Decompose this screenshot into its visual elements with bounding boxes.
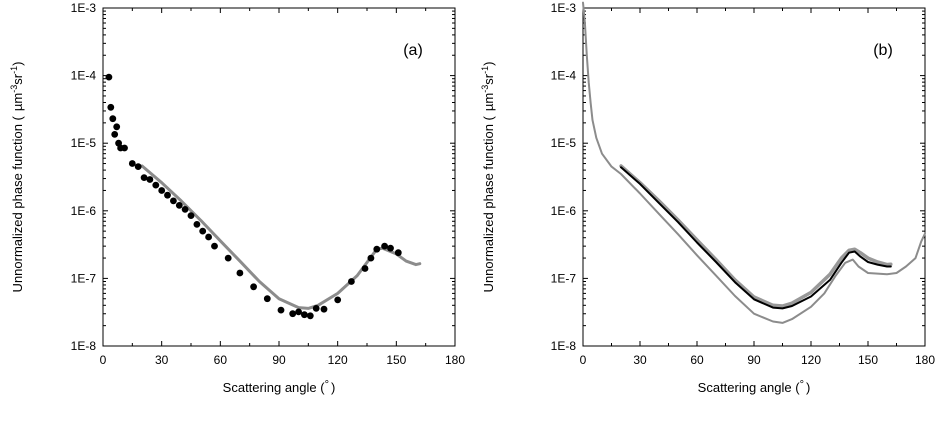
- x-tick-label: 150: [386, 353, 406, 367]
- axis-title-part: Unnormalized phase function (: [10, 115, 25, 292]
- y-tick-label: 1E-6: [71, 204, 97, 218]
- data-point: [205, 233, 213, 241]
- y-tick-label: 1E-5: [71, 136, 97, 150]
- x-axis-title: Scattering angle (°): [698, 379, 811, 395]
- axis-title-part: sr: [481, 73, 496, 85]
- series-line-1: [619, 164, 893, 308]
- chart-panel-b: 0 30 60 90 120 150 180 1E-8 1E-7 1E-6 1E-5 1E-4 1E-3…: [480, 1, 935, 395]
- data-point: [199, 227, 207, 235]
- data-point: [105, 73, 113, 81]
- data-point: [289, 310, 297, 318]
- x-tick-label: 60: [690, 353, 704, 367]
- y-axis-title: Unnormalized phase function ( µm-3sr-1): [480, 62, 496, 293]
- axis-title-part: Scattering angle (: [223, 380, 326, 395]
- data-point: [121, 144, 128, 152]
- axis-title-part: µm: [10, 93, 25, 111]
- axis-title-part: sr: [10, 73, 25, 85]
- y-tick-label: 1E-4: [551, 69, 577, 83]
- axis-title-part: °: [800, 379, 804, 391]
- y-axis-title: Unnormalized phase function ( µm-3sr-1): [9, 62, 25, 293]
- data-point: [394, 249, 402, 257]
- data-point: [170, 197, 177, 205]
- y-tick-label: 1E-8: [71, 339, 97, 353]
- data-point: [306, 312, 314, 320]
- x-tick-label: 60: [214, 353, 228, 367]
- axis-title-part: -1: [9, 66, 19, 74]
- data-point: [140, 174, 148, 182]
- x-tick-label: 30: [155, 353, 169, 367]
- data-point: [301, 311, 308, 319]
- x-tick-label: 180: [915, 353, 935, 367]
- data-point: [113, 123, 121, 131]
- x-tick-label: 180: [445, 353, 465, 367]
- axis-title-part: -1: [480, 66, 490, 74]
- data-point: [134, 163, 142, 171]
- data-point: [320, 305, 328, 313]
- axis-title-part: ): [10, 62, 25, 66]
- series-line-0: [140, 164, 422, 310]
- axis-title-part: -3: [480, 85, 490, 93]
- axis-title-part: Unnormalized phase function (: [481, 115, 496, 292]
- data-point: [164, 191, 171, 199]
- y-tick-label: 1E-3: [551, 1, 577, 15]
- x-tick-label: 0: [580, 353, 587, 367]
- data-point: [152, 181, 160, 189]
- panel-label: (b): [873, 42, 893, 59]
- data-point: [107, 103, 115, 111]
- y-tick-label: 1E-6: [551, 204, 577, 218]
- axis-title-part: ): [331, 380, 335, 395]
- data-point: [236, 269, 244, 277]
- data-point: [250, 283, 257, 291]
- x-tick-label: 30: [633, 353, 647, 367]
- y-tick-label: 1E-4: [71, 69, 97, 83]
- data-point: [295, 308, 302, 316]
- data-point: [367, 254, 375, 262]
- data-point: [277, 306, 285, 314]
- data-point: [211, 242, 218, 250]
- series-line-0: [582, 1, 926, 324]
- axis-title-part: Scattering angle (: [698, 380, 801, 395]
- x-axis-title: Scattering angle (°): [223, 379, 336, 395]
- data-point: [193, 221, 201, 228]
- x-tick-label: 90: [272, 353, 286, 367]
- axis-title-part: µm: [481, 93, 496, 111]
- x-tick-label: 120: [801, 353, 821, 367]
- data-point: [187, 212, 195, 220]
- data-point: [334, 296, 342, 304]
- axis-title-part: °: [325, 379, 329, 391]
- x-tick-label: 150: [858, 353, 878, 367]
- x-tick-label: 120: [328, 353, 348, 367]
- x-tick-label: 90: [747, 353, 761, 367]
- x-tick-label: 0: [100, 353, 107, 367]
- y-tick-label: 1E-3: [71, 1, 97, 15]
- data-point: [109, 115, 117, 123]
- y-tick-label: 1E-5: [551, 136, 577, 150]
- axis-title-part: ): [806, 380, 810, 395]
- data-point: [128, 160, 136, 167]
- data-point: [373, 245, 381, 253]
- data-point: [387, 244, 394, 252]
- panel-label: (a): [403, 42, 423, 59]
- data-point: [312, 305, 320, 312]
- chart-panel-a: 0 30 60 90 120 150 180 1E-8 1E-7 1E-6 1E-5 1E-4 1E-3…: [9, 1, 465, 395]
- series-line-2: [620, 166, 892, 310]
- axis-title-part: -3: [9, 85, 19, 93]
- y-tick-label: 1E-7: [551, 271, 577, 285]
- data-point: [175, 202, 183, 209]
- data-point: [263, 295, 271, 303]
- data-point: [158, 187, 166, 194]
- y-tick-label: 1E-7: [71, 271, 97, 285]
- data-point: [381, 242, 388, 250]
- data-point: [224, 254, 232, 262]
- data-point: [111, 131, 119, 138]
- data-point: [361, 265, 369, 272]
- y-tick-label: 1E-8: [551, 339, 577, 353]
- data-point: [146, 176, 154, 183]
- data-point: [181, 206, 189, 213]
- axis-title-part: ): [481, 62, 496, 66]
- data-point: [348, 278, 355, 285]
